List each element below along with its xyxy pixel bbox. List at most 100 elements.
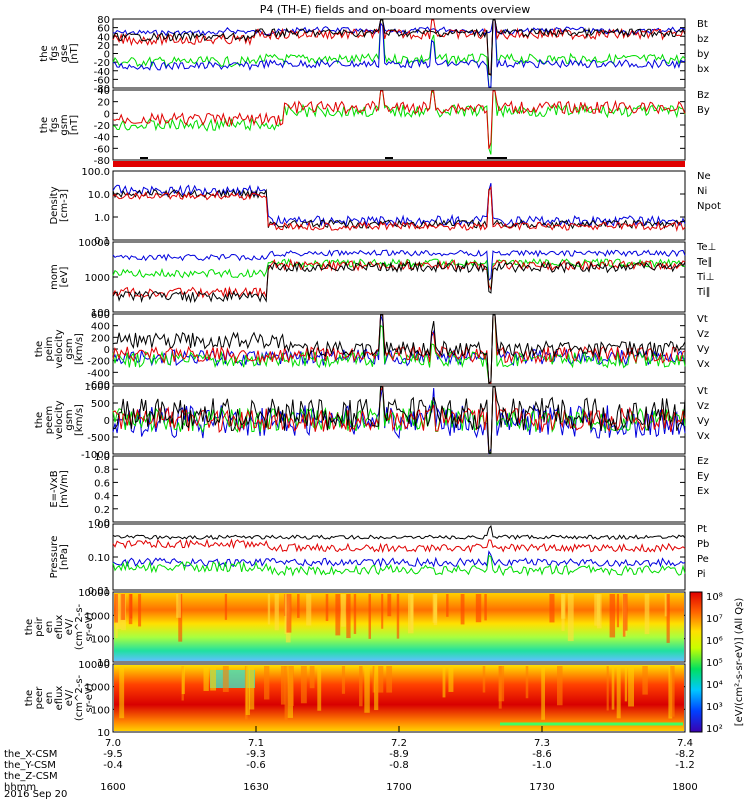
y-tick-label: 100 [91, 308, 110, 319]
x-row-value: -8.9 [389, 749, 409, 760]
colorbar [689, 591, 703, 733]
spectro-streak [341, 666, 346, 694]
x-date-label: 2016 Sep 20 [4, 789, 67, 800]
x-tick-label: 7.0 [105, 738, 121, 749]
series-bx2 [112, 19, 686, 88]
legend-entry: Vx [697, 359, 710, 370]
spectro-streak [359, 666, 363, 707]
mode-bar [113, 161, 685, 167]
legend-entry: Vy [697, 416, 710, 427]
series-bz [112, 19, 686, 77]
legend-entry: Vy [697, 344, 710, 355]
y-tick-label: 0 [104, 416, 110, 427]
y-axis-label: peim [44, 336, 55, 361]
y-tick-label: 600 [91, 310, 110, 321]
legend-entry: Pb [697, 539, 709, 550]
y-axis-label: (cm^2-s- [74, 603, 85, 650]
colorbar-tick-label: 10⁷ [706, 614, 723, 625]
y-axis-label: sr-eV) [84, 612, 95, 641]
y-axis-label: [nT] [69, 43, 80, 63]
spectro-streak [609, 594, 616, 638]
series-pe [112, 554, 686, 577]
y-axis-label: mom [49, 264, 60, 290]
series-vt [112, 314, 686, 384]
y-tick-label: 0 [104, 109, 110, 120]
y-tick-label: 100.0 [81, 167, 110, 178]
y-tick-label: 10 [97, 728, 110, 739]
panel-frame [112, 455, 686, 523]
spectro-streak [557, 666, 563, 706]
spectro-streak [381, 594, 384, 629]
x-row-value: -9.3 [246, 749, 266, 760]
legend-entry: Pt [697, 524, 707, 535]
y-axis-label: the [34, 412, 45, 428]
spectro-streak [346, 594, 351, 639]
y-tick-label: 40 [97, 32, 110, 43]
spectro-streak [138, 594, 142, 627]
y-tick-label: 0 [104, 345, 110, 356]
series-vt [112, 386, 686, 454]
series-vy [112, 314, 686, 384]
y-tick-label: 0.8 [94, 465, 110, 476]
spectro-streak [274, 594, 279, 631]
legend-entry: Npot [697, 201, 721, 212]
panel-frame [112, 591, 686, 663]
spectro-streak [372, 666, 376, 693]
y-tick-label: 10000 [78, 238, 110, 249]
y-axis-label: [cm-3] [59, 189, 70, 222]
spectro-streak [541, 666, 545, 720]
y-axis-label: velocity [54, 329, 65, 368]
y-tick-label: -40 [94, 67, 110, 78]
x-row-value: 1800 [672, 782, 697, 793]
y-tick-label: 1.00 [88, 520, 110, 531]
spectro-streak [210, 666, 217, 691]
legend-entry: Vt [697, 314, 708, 325]
spectro-streak [335, 594, 341, 636]
y-axis-label: the [39, 45, 50, 61]
x-row-value: -0.4 [103, 760, 123, 771]
colorbar-tick-label: 10⁵ [706, 658, 723, 669]
y-tick-label: 1000 [85, 273, 110, 284]
colorbar-tick-label: 10³ [706, 702, 723, 713]
y-axis-label: [nPa] [59, 544, 70, 570]
y-axis-label: [mV/m] [59, 470, 70, 508]
y-tick-label: -600 [87, 380, 110, 391]
spectro-streak [642, 666, 648, 695]
y-axis-label: E=-VxB [49, 470, 60, 507]
chart-title: P4 (TH-E) fields and on-board moments ov… [260, 3, 531, 16]
y-tick-label: 100 [91, 635, 110, 646]
series-ti-perp [112, 249, 686, 282]
panel-density: 100.0 10.0 1.0 0.1 Density [cm-3] Ne Ni Npot [49, 167, 721, 247]
colorbar-label: [eV/(cm²-s-sr-eV)] (All Qs) [734, 598, 745, 727]
series-bt [112, 19, 686, 76]
spectro-streak [446, 594, 449, 617]
y-tick-label: -60 [94, 144, 110, 155]
y-tick-label: -400 [87, 368, 110, 379]
legend-entry: Bz [697, 90, 709, 101]
y-axis-label: the [34, 341, 45, 357]
spectro-streak [181, 666, 185, 695]
panel-pressure: 1.00 0.10 0.01 Pressure [nPa] Pt Pb Pe Pi [49, 520, 709, 597]
spectro-streak [386, 666, 393, 693]
y-tick-label: -1000 [81, 450, 110, 461]
y-tick-label: 80 [97, 15, 110, 26]
y-axis-label: Pressure [49, 536, 60, 579]
spectro-streak [249, 666, 255, 710]
legend-entry: Pe [697, 554, 709, 565]
spectro-streak [387, 594, 392, 617]
legend-entry: Ey [697, 471, 709, 482]
spectro-streak [611, 666, 615, 710]
spectro-streak [224, 594, 228, 620]
legend-entry: Bt [697, 19, 708, 30]
x-row-value: 1600 [100, 782, 125, 793]
x-row-value: 1730 [529, 782, 554, 793]
y-tick-label: 0.0 [94, 518, 110, 529]
x-row-value: -9.5 [103, 749, 123, 760]
spectro-streak [460, 594, 465, 625]
spectro-streak [300, 666, 307, 704]
panel-frame [112, 313, 686, 385]
y-axis-label: the [39, 117, 50, 133]
spectro-streak [596, 594, 602, 629]
y-axis-label: (cm^2-s- [74, 674, 85, 721]
colorbar-tick-label: 10² [706, 724, 723, 735]
